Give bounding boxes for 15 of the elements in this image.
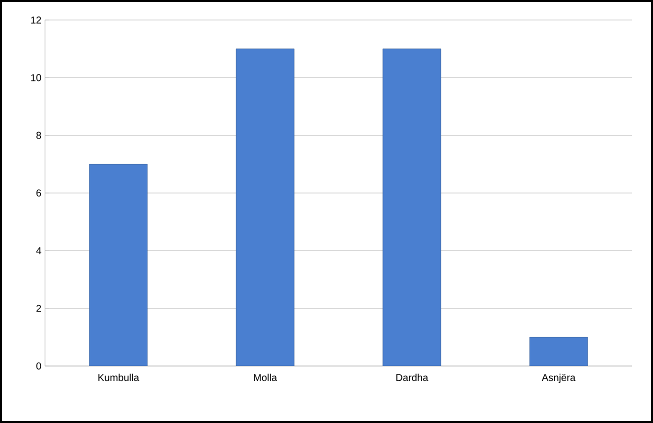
x-tick-label: Dardha xyxy=(396,374,428,382)
bar xyxy=(382,48,442,366)
x-tick-label: Asnjëra xyxy=(542,374,576,384)
y-tick-label: 6 xyxy=(36,189,42,197)
y-tick-label: 8 xyxy=(36,132,42,139)
y-tick-label: 0 xyxy=(36,362,42,370)
y-tick-label: 4 xyxy=(36,247,42,254)
x-tick-label: Kumbulla xyxy=(98,374,140,382)
y-tick-label: 2 xyxy=(36,304,41,312)
y-tick-label: 12 xyxy=(31,16,41,24)
bar xyxy=(236,48,294,366)
y-tick-label: 10 xyxy=(31,74,42,82)
bar xyxy=(89,164,148,366)
x-tick-label: Molla xyxy=(254,374,278,382)
bar xyxy=(529,336,588,366)
